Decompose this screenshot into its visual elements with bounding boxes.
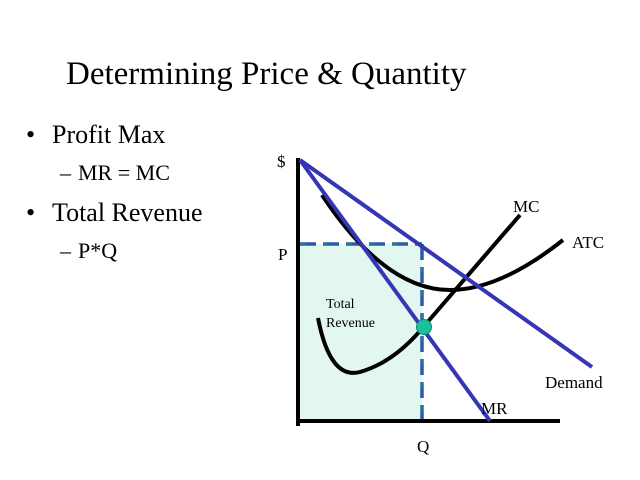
- bullet-item-profit-max: • Profit Max: [26, 120, 165, 150]
- sub-bullet-text: P*Q: [78, 238, 118, 263]
- total-revenue-label-line1: Total: [326, 297, 355, 312]
- bullet-text: Profit Max: [52, 120, 166, 149]
- bullet-item-total-revenue: • Total Revenue: [26, 198, 203, 228]
- mr-mc-intersection-point: [416, 319, 432, 335]
- quantity-label: Q: [417, 437, 429, 456]
- mc-curve: [316, 213, 522, 375]
- mc-curve-label: MC: [513, 197, 539, 216]
- sub-bullet-text: MR = MC: [78, 160, 170, 185]
- total-revenue-region: [300, 244, 422, 420]
- bullet-marker: •: [26, 120, 36, 149]
- sub-bullet-item-mr-mc: – MR = MC: [60, 160, 170, 186]
- bullet-marker: •: [26, 198, 36, 227]
- sub-bullet-marker: –: [60, 238, 71, 263]
- slide-title: Determining Price & Quantity: [66, 56, 467, 92]
- sub-bullet-item-pq: – P*Q: [60, 238, 117, 264]
- sub-bullet-marker: –: [60, 160, 71, 185]
- mr-line-label: MR: [481, 399, 508, 418]
- total-revenue-label-line2: Revenue: [326, 316, 375, 331]
- demand-line-label: Demand: [545, 373, 603, 392]
- bullet-text: Total Revenue: [52, 198, 203, 227]
- atc-curve-label: ATC: [572, 233, 604, 252]
- price-label: P: [278, 245, 287, 264]
- mr-line: [298, 158, 492, 423]
- y-axis-label: $: [277, 152, 286, 171]
- demand-line: [298, 158, 594, 369]
